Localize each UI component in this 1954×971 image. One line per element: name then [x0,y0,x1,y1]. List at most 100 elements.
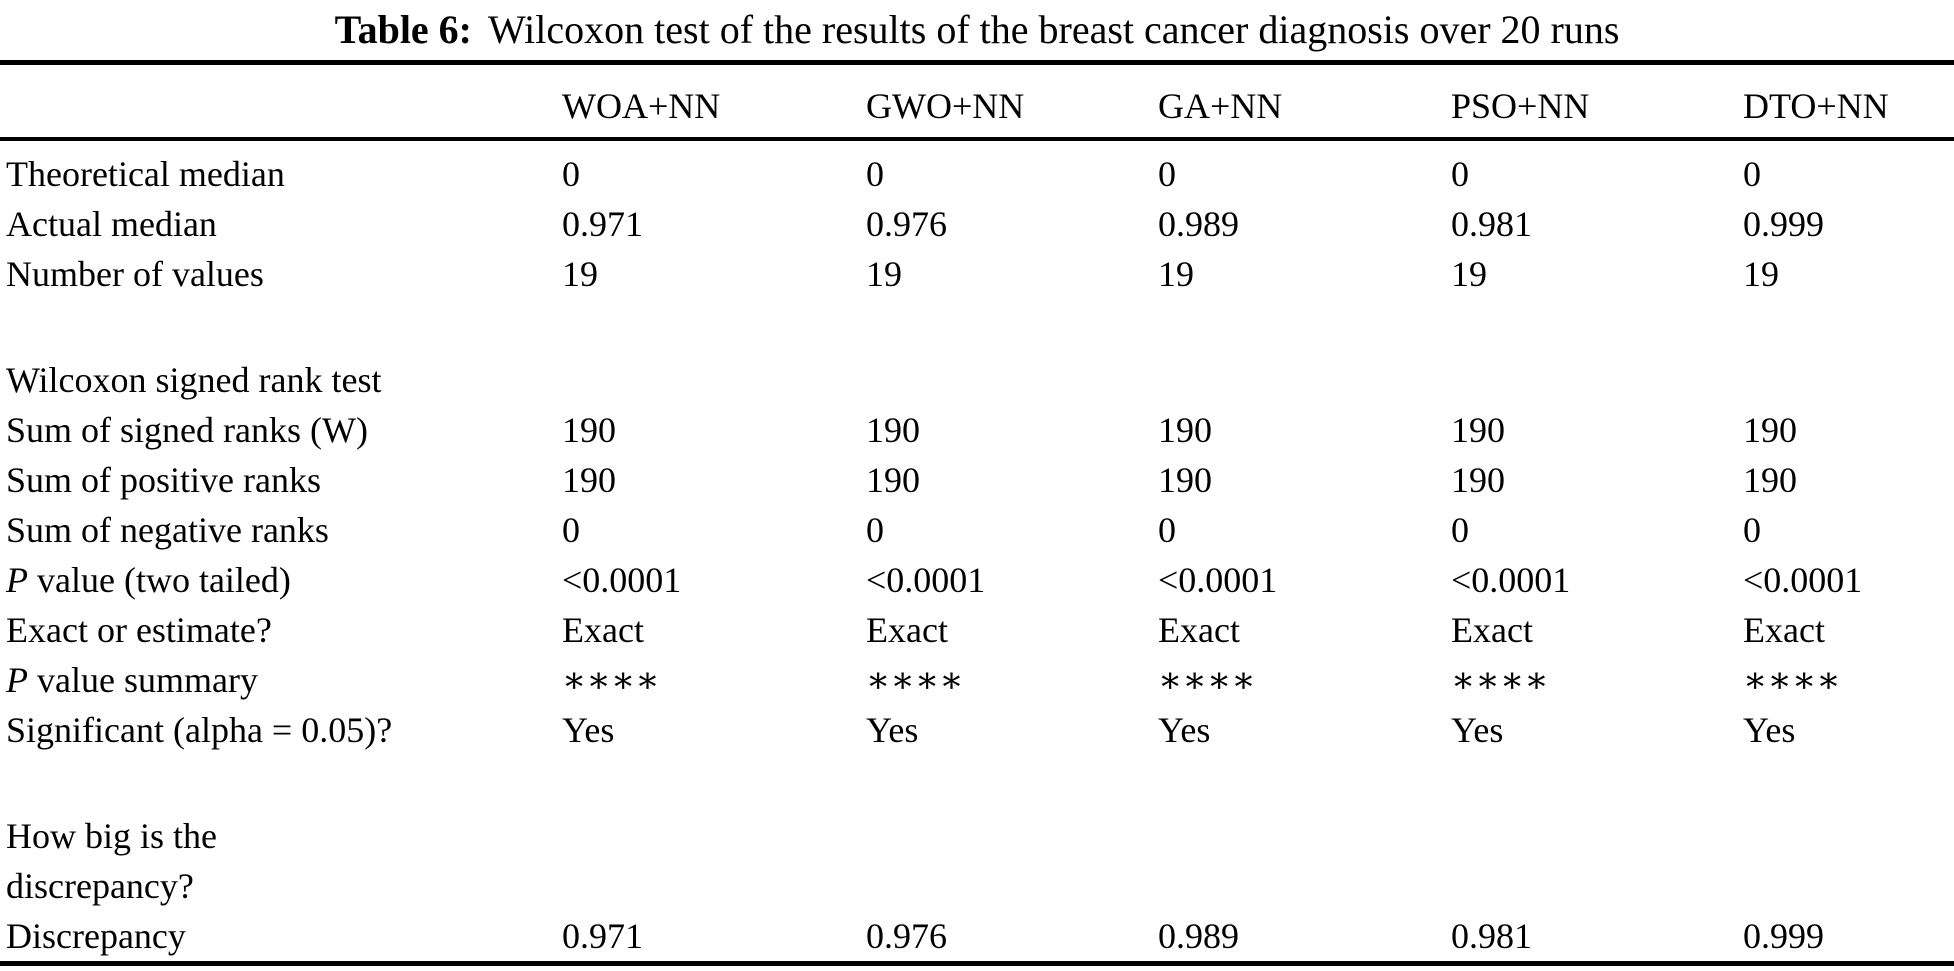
cell-value: 0 [1743,154,1761,194]
cell-value: Yes [866,710,919,750]
row-label: Sum of signed ranks (W) [6,410,368,450]
row-label: Sum of negative ranks [6,510,329,550]
cell-value: Exact [562,610,644,650]
table-row: P value (two tailed) <0.0001 <0.0001 <0.000… [0,555,1954,605]
wilcoxon-results-table: WOA+NN GWO+NN GA+NN PSO+NN DTO+NN Theore… [0,60,1954,966]
cell-value: 190 [1158,460,1212,500]
table-header: WOA+NN GWO+NN GA+NN PSO+NN DTO+NN [0,62,1954,141]
cell-value: 0 [1743,510,1761,550]
cell-value: <0.0001 [866,560,986,600]
cell-value: 0 [562,510,580,550]
cell-value: 0.971 [562,916,643,956]
table-row: Number of values 19 19 19 19 19 [0,249,1954,299]
cell-value: 0.989 [1158,204,1239,244]
cell-value: 0.999 [1743,916,1824,956]
column-header-pso-nn: PSO+NN [1451,62,1743,141]
table-row: Actual median 0.971 0.976 0.989 0.981 0.999 [0,199,1954,249]
cell-value: 0.971 [562,204,643,244]
header-empty-cell [0,62,562,141]
spacer-row [0,755,1954,811]
cell-value: 0.981 [1451,204,1532,244]
cell-value: Yes [1158,710,1211,750]
cell-value: 190 [562,410,616,450]
row-label: Discrepancy [6,916,186,956]
cell-value: Yes [1743,710,1796,750]
column-header-dto-nn: DTO+NN [1743,62,1954,141]
cell-value: 0.976 [866,204,947,244]
cell-value: 19 [562,254,598,294]
section-row: Wilcoxon signed rank test [0,355,1954,405]
table-row: Significant (alpha = 0.05)? Yes Yes Yes Yes Y… [0,705,1954,755]
cell-value: 19 [1451,254,1487,294]
table-row: Sum of negative ranks 0 0 0 0 0 [0,505,1954,555]
row-label: P value (two tailed) [6,560,291,600]
cell-value: 190 [1451,460,1505,500]
cell-value: <0.0001 [1743,560,1863,600]
cell-value: 19 [1158,254,1194,294]
cell-value: 190 [866,460,920,500]
spacer-row [0,299,1954,355]
cell-value: Exact [1158,610,1240,650]
cell-value: 0 [1451,510,1469,550]
section-label-line: discrepancy? [6,866,194,906]
cell-value: 0 [1158,154,1176,194]
section-label: Wilcoxon signed rank test [0,355,1954,405]
cell-value: ∗∗∗∗ [866,660,964,700]
spacer-cell [0,299,1954,355]
cell-value: ∗∗∗∗ [1158,660,1256,700]
cell-value: 190 [562,460,616,500]
column-header-woa-nn: WOA+NN [562,62,866,141]
table-caption-text: Wilcoxon test of the results of the brea… [488,7,1620,52]
cell-value: 19 [1743,254,1779,294]
section-label: How big is the discrepancy? [0,811,1954,911]
row-label: Exact or estimate? [6,610,272,650]
row-label: Theoretical median [6,154,285,194]
cell-value: 190 [1451,410,1505,450]
cell-value: 190 [1743,410,1797,450]
cell-value: ∗∗∗∗ [562,660,660,700]
cell-value: Yes [562,710,615,750]
table-caption-number: Table 6: [334,7,473,52]
row-label: Significant (alpha = 0.05)? [6,710,393,750]
spacer-cell [0,755,1954,811]
cell-value: 0 [562,154,580,194]
table-row: P value summary ∗∗∗∗ ∗∗∗∗ ∗∗∗∗ ∗∗∗∗ ∗∗∗∗ [0,655,1954,705]
table-row: Theoretical median 0 0 0 0 0 [0,139,1954,199]
header-row: WOA+NN GWO+NN GA+NN PSO+NN DTO+NN [0,62,1954,141]
row-label: Sum of positive ranks [6,460,321,500]
section-label-line: Wilcoxon signed rank test [6,360,382,400]
table-row: Sum of positive ranks 190 190 190 190 190 [0,455,1954,505]
cell-value: Exact [1743,610,1825,650]
row-label: Actual median [6,204,217,244]
table-row: Discrepancy 0.971 0.976 0.989 0.981 0.999 [0,911,1954,964]
cell-value: 190 [1743,460,1797,500]
section-label-line: How big is the [6,816,217,856]
cell-value: 0 [866,154,884,194]
cell-value: <0.0001 [562,560,682,600]
column-header-gwo-nn: GWO+NN [866,62,1158,141]
cell-value: Exact [1451,610,1533,650]
table-row: Exact or estimate? Exact Exact Exact Exact Ex… [0,605,1954,655]
cell-value: Yes [1451,710,1504,750]
row-label: Number of values [6,254,264,294]
table-row: Sum of signed ranks (W) 190 190 190 190 190 [0,405,1954,455]
table-body: Theoretical median 0 0 0 0 0 Actual median 0.97… [0,139,1954,964]
cell-value: 0.976 [866,916,947,956]
cell-value: 0.989 [1158,916,1239,956]
cell-value: 0 [1451,154,1469,194]
cell-value: Exact [866,610,948,650]
cell-value: <0.0001 [1158,560,1278,600]
cell-value: 0.999 [1743,204,1824,244]
cell-value: 0 [1158,510,1176,550]
cell-value: 0 [866,510,884,550]
table-caption: Table 6: Wilcoxon test of the results of … [0,4,1954,60]
row-label: P value summary [6,660,258,700]
cell-value: ∗∗∗∗ [1451,660,1549,700]
cell-value: 19 [866,254,902,294]
cell-value: 0.981 [1451,916,1532,956]
section-row: How big is the discrepancy? [0,811,1954,911]
cell-value: 190 [866,410,920,450]
column-header-ga-nn: GA+NN [1158,62,1451,141]
cell-value: <0.0001 [1451,560,1571,600]
